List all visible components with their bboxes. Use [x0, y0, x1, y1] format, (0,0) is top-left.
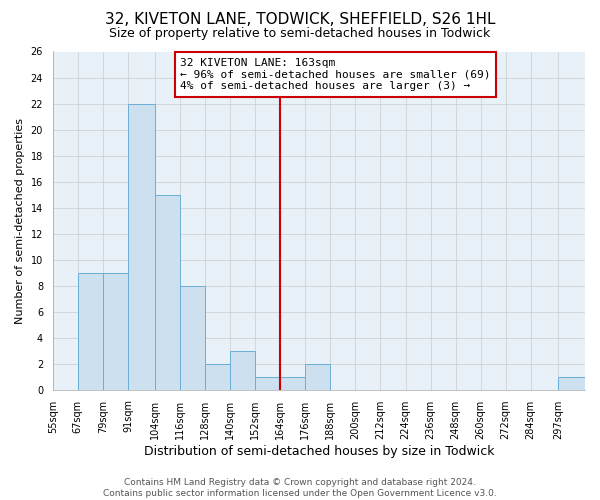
Y-axis label: Number of semi-detached properties: Number of semi-detached properties: [15, 118, 25, 324]
Bar: [180, 286, 205, 390]
Bar: [78, 272, 103, 390]
Bar: [230, 350, 255, 390]
Text: Contains HM Land Registry data © Crown copyright and database right 2024.
Contai: Contains HM Land Registry data © Crown c…: [103, 478, 497, 498]
X-axis label: Distribution of semi-detached houses by size in Todwick: Distribution of semi-detached houses by …: [143, 444, 494, 458]
Bar: [255, 376, 280, 390]
Bar: [305, 364, 331, 390]
Bar: [280, 376, 305, 390]
Bar: [128, 104, 155, 390]
Bar: [558, 376, 585, 390]
Bar: [205, 364, 230, 390]
Text: Size of property relative to semi-detached houses in Todwick: Size of property relative to semi-detach…: [109, 28, 491, 40]
Text: 32, KIVETON LANE, TODWICK, SHEFFIELD, S26 1HL: 32, KIVETON LANE, TODWICK, SHEFFIELD, S2…: [105, 12, 495, 28]
Text: 32 KIVETON LANE: 163sqm
← 96% of semi-detached houses are smaller (69)
4% of sem: 32 KIVETON LANE: 163sqm ← 96% of semi-de…: [180, 58, 491, 91]
Bar: [155, 194, 180, 390]
Bar: [103, 272, 128, 390]
